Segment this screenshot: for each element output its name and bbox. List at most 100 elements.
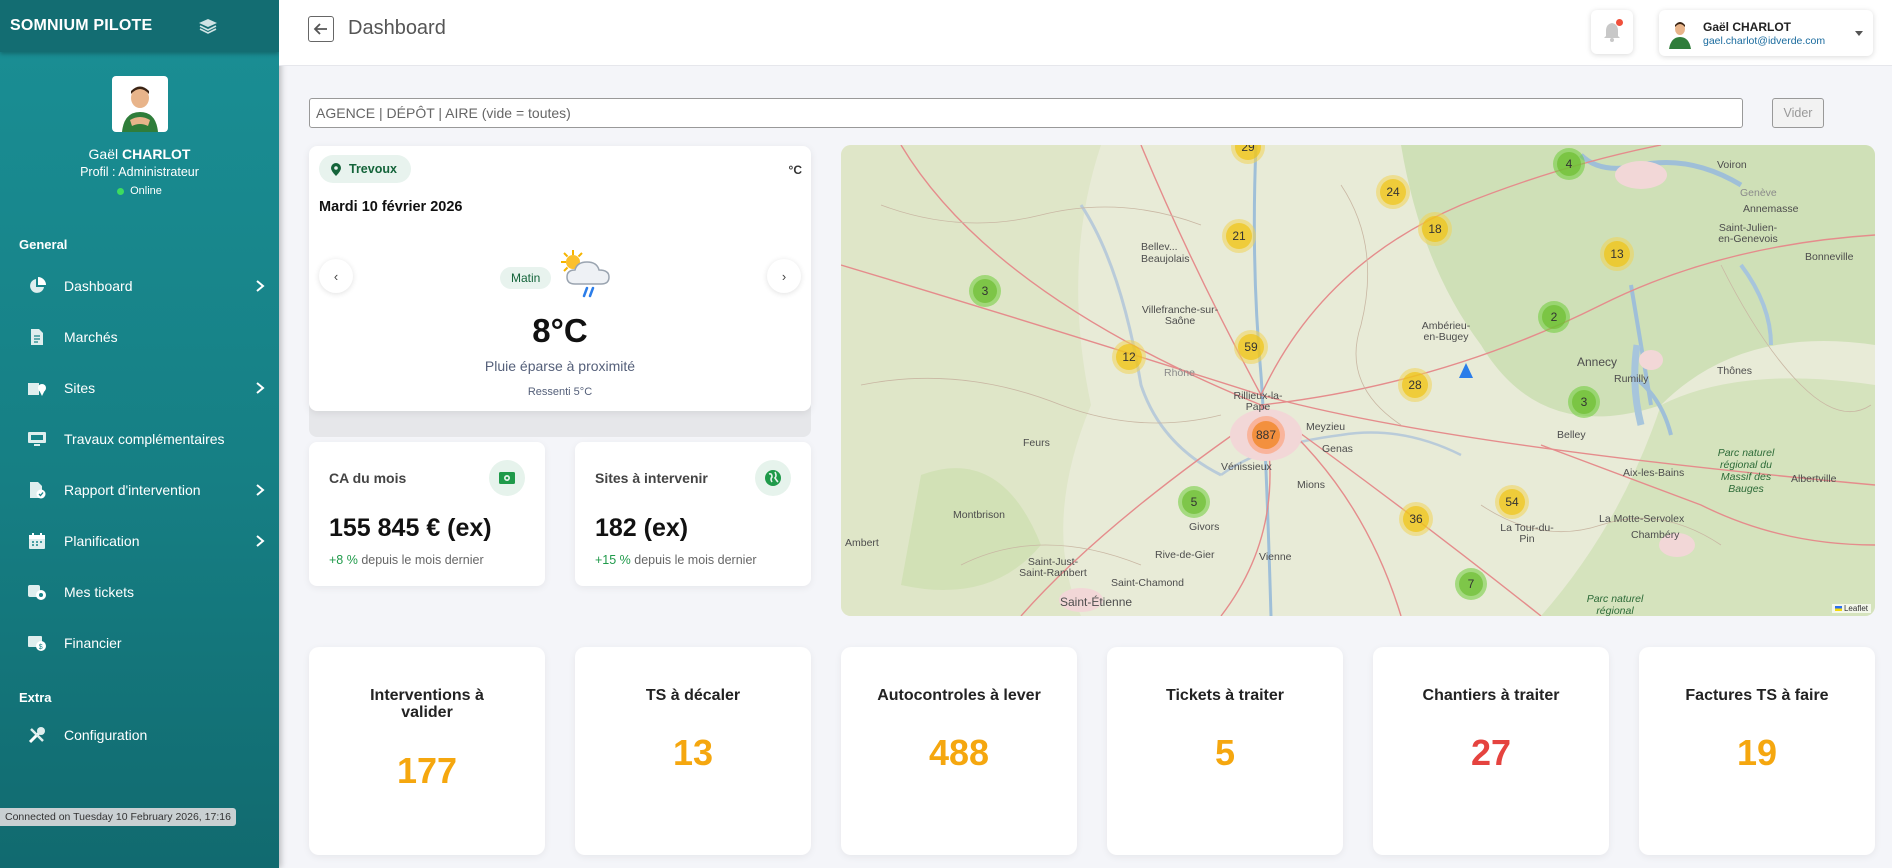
user-avatar-icon	[121, 86, 158, 132]
map-label: Mions	[1297, 479, 1326, 491]
map-cluster[interactable]: 5	[1178, 486, 1210, 518]
map-label: Vénissieux	[1221, 461, 1272, 473]
cluster-count: 3	[972, 278, 998, 304]
clear-filter-button[interactable]: Vider	[1772, 98, 1824, 128]
map-label: Parc naturel régional	[1586, 593, 1644, 616]
cluster-count: 59	[1238, 334, 1264, 360]
map-cluster[interactable]: 13	[1600, 237, 1634, 271]
kpi-title: Interventions à valider	[370, 687, 484, 721]
sidebar-item-planification[interactable]: Planification	[0, 515, 279, 566]
sidebar-item-marches[interactable]: Marchés	[0, 311, 279, 362]
map-cluster[interactable]: 2	[1538, 301, 1570, 333]
pie-chart-icon	[27, 276, 47, 296]
map-cluster[interactable]: 54	[1495, 485, 1529, 519]
kpi-factures[interactable]: Factures TS à faire 19	[1639, 647, 1875, 855]
map-label: Aix-les-Bains	[1623, 467, 1685, 479]
map-label: Villefranche-sur-Saône	[1141, 304, 1219, 327]
brand-name: SOMNIUM PILOTE	[10, 17, 153, 34]
document-icon	[27, 327, 47, 347]
map-pin-icon	[331, 162, 341, 176]
chevron-right-icon	[256, 279, 265, 292]
map-cluster[interactable]: 29	[1231, 145, 1265, 164]
stat-card-ca: CA du mois 155 845 € (ex) +8 % depuis le…	[309, 442, 545, 586]
chevron-right-icon	[256, 534, 265, 547]
sidebar-item-financier[interactable]: $ Financier	[0, 617, 279, 668]
kpi-ts-decaler[interactable]: TS à décaler 13	[575, 647, 811, 855]
map-cluster[interactable]: 24	[1376, 175, 1410, 209]
sidebar-toggle-button[interactable]	[308, 16, 334, 42]
map-tiles	[841, 145, 1875, 616]
stat-change-suffix: depuis le mois dernier	[634, 553, 757, 567]
map-label: Vienne	[1259, 551, 1292, 563]
sidebar-item-configuration[interactable]: Configuration	[0, 709, 279, 760]
kpi-tickets[interactable]: Tickets à traiter 5	[1107, 647, 1343, 855]
map-label: Chambéry	[1631, 529, 1680, 541]
cluster-count: 13	[1604, 241, 1630, 267]
cluster-count: 21	[1226, 223, 1252, 249]
sidebar-item-sites[interactable]: Sites	[0, 362, 279, 413]
map-cluster[interactable]: 28	[1398, 368, 1432, 402]
leaflet-attribution[interactable]: Leaflet	[1831, 604, 1871, 613]
cluster-count: 29	[1235, 145, 1261, 160]
map-cluster[interactable]: 59	[1234, 330, 1268, 364]
sidebar-item-travaux[interactable]: Travaux complémentaires	[0, 413, 279, 464]
weather-next-button[interactable]: ›	[767, 259, 801, 293]
tickets-icon	[27, 582, 47, 602]
layers-icon[interactable]	[197, 17, 219, 35]
sidebar-item-rapport[interactable]: Rapport d'intervention	[0, 464, 279, 515]
zone-filter-input[interactable]	[309, 98, 1743, 128]
kpi-value: 27	[1470, 732, 1512, 773]
monitor-icon	[27, 429, 47, 449]
map-label: Beaujolais	[1141, 253, 1190, 265]
map-cluster[interactable]: 7	[1455, 568, 1487, 600]
sidebar-item-tickets[interactable]: Mes tickets	[0, 566, 279, 617]
map-label: Saint-Just-Saint-Rambert	[1019, 556, 1087, 579]
site-location-icon	[27, 378, 47, 398]
map-label: Rive-de-Gier	[1155, 549, 1215, 561]
map-cluster[interactable]: 21	[1222, 219, 1256, 253]
weather-temperature: 8°C	[532, 312, 588, 349]
stat-change-percent: +8 %	[329, 553, 358, 567]
header-user-name: Gaël CHARLOT	[1703, 19, 1792, 34]
stat-title: Sites à intervenir	[595, 470, 708, 486]
sidebar-profile: Gaël CHARLOT Profil : Administrateur Onl…	[0, 52, 279, 197]
kpi-autocontroles[interactable]: Autocontroles à lever 488	[841, 647, 1077, 855]
map-cluster[interactable]: 887	[1247, 416, 1285, 454]
finance-icon: $	[27, 633, 47, 653]
cluster-count: 24	[1380, 179, 1406, 205]
notifications-button[interactable]	[1591, 10, 1633, 54]
map-label: Genève	[1740, 187, 1777, 199]
map-cluster[interactable]: 4	[1553, 148, 1585, 180]
map-cluster[interactable]: 3	[1568, 386, 1600, 418]
map-cluster[interactable]: 36	[1399, 502, 1433, 536]
leaflet-attribution-label: Leaflet	[1843, 604, 1868, 613]
stat-change: +8 % depuis le mois dernier	[329, 553, 484, 567]
map-label: Parc naturel régional du Massif des Baug…	[1717, 447, 1775, 495]
kpi-chantiers[interactable]: Chantiers à traiter 27	[1373, 647, 1609, 855]
map-label: Belley	[1557, 429, 1586, 441]
map-cluster[interactable]: 3	[969, 275, 1001, 307]
globe-icon	[755, 460, 791, 496]
user-role: Profil : Administrateur	[80, 165, 199, 179]
section-general: General	[19, 237, 68, 252]
tools-icon	[27, 725, 47, 745]
sidebar-item-label: Sites	[64, 379, 96, 396]
kpi-interventions[interactable]: Interventions à valider 177	[309, 647, 545, 855]
map-label: Givors	[1189, 521, 1220, 533]
svg-text:$: $	[39, 644, 43, 651]
user-menu-button[interactable]: Gaël CHARLOT gael.charlot@idverde.com	[1659, 10, 1873, 56]
sites-map[interactable]: Voiron Genève Annemasse Saint-Julien-en-…	[841, 145, 1875, 616]
map-cluster[interactable]: 18	[1418, 212, 1452, 246]
map-label: Albertville	[1791, 473, 1837, 485]
kpi-title: Autocontroles à lever	[877, 687, 1041, 704]
user-first-name: Gaël	[88, 146, 119, 162]
map-label: Annemasse	[1743, 203, 1799, 215]
map-cluster[interactable]: 12	[1112, 340, 1146, 374]
cluster-count: 54	[1499, 489, 1525, 515]
sidebar-item-dashboard[interactable]: Dashboard	[0, 260, 279, 311]
weather-unit[interactable]: °C	[788, 163, 802, 177]
weather-location[interactable]: Trevoux	[319, 155, 411, 183]
sidebar-user-name: Gaël CHARLOT	[0, 146, 279, 162]
weather-prev-button[interactable]: ‹	[319, 259, 353, 293]
notification-badge	[1616, 19, 1623, 26]
